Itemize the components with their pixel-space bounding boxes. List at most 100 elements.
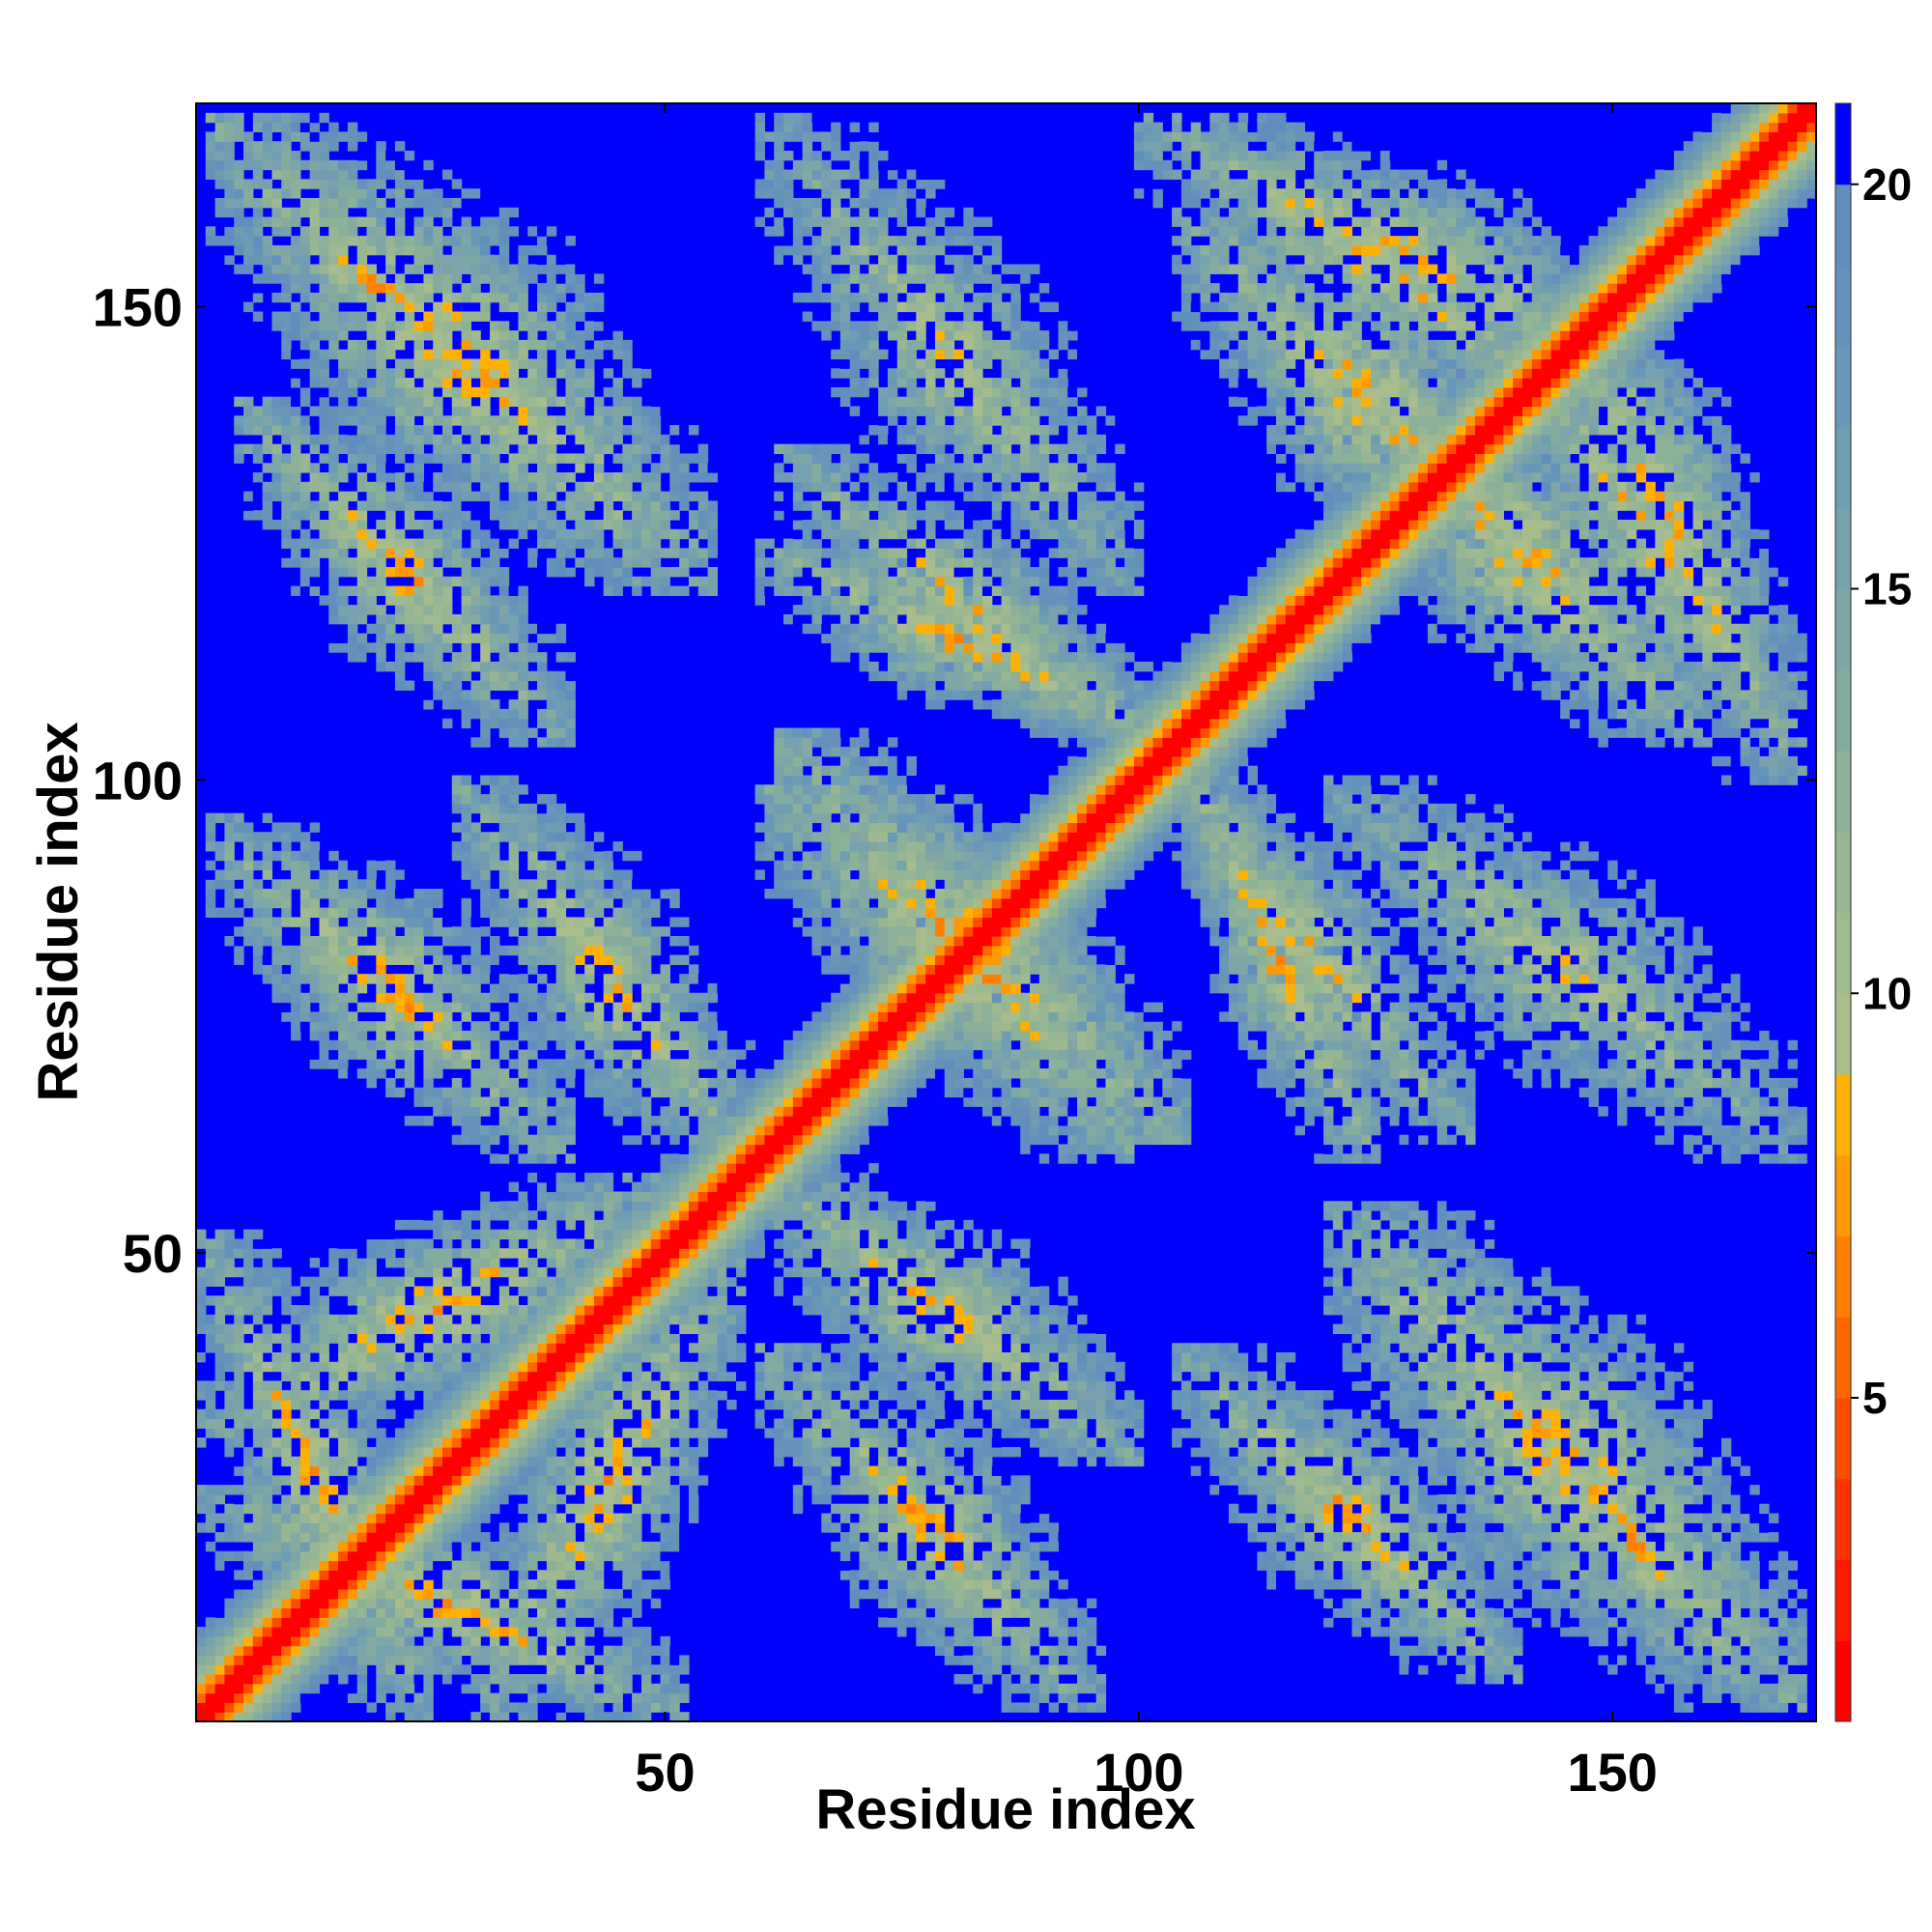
- heatmap-cell: [498, 339, 510, 351]
- heatmap-cell: [291, 1418, 301, 1429]
- heatmap-cell: [575, 528, 585, 540]
- heatmap-cell: [593, 1532, 605, 1543]
- heatmap-cell: [603, 1456, 614, 1467]
- heatmap-cell: [376, 1295, 386, 1306]
- heatmap-cell: [234, 1437, 244, 1448]
- heatmap-cell: [461, 850, 472, 862]
- heatmap-cell: [461, 1030, 472, 1041]
- heatmap-cell: [555, 633, 567, 643]
- heatmap-cell: [394, 1446, 406, 1458]
- heatmap-cell: [271, 889, 282, 899]
- heatmap-cell: [480, 273, 491, 284]
- heatmap-cell: [234, 131, 244, 142]
- heatmap-cell: [347, 860, 358, 871]
- heatmap-cell: [319, 613, 329, 625]
- heatmap-cell: [612, 869, 623, 880]
- heatmap-cell: [347, 1617, 358, 1628]
- heatmap-cell: [622, 889, 633, 899]
- heatmap-cell: [319, 321, 329, 331]
- heatmap-cell: [603, 1238, 614, 1249]
- heatmap-cell: [224, 1635, 235, 1647]
- heatmap-cell: [584, 964, 595, 975]
- heatmap-cell: [546, 472, 557, 483]
- heatmap-cell: [281, 1351, 292, 1363]
- heatmap-cell: [441, 1030, 453, 1041]
- heatmap-cell: [575, 1475, 585, 1486]
- heatmap-cell: [376, 1390, 386, 1401]
- heatmap-cell: [508, 1229, 520, 1240]
- heatmap-cell: [404, 917, 415, 927]
- heatmap-cell: [612, 1664, 623, 1675]
- heatmap-cell: [404, 500, 415, 511]
- heatmap-cell: [480, 301, 491, 313]
- heatmap-cell: [385, 1002, 396, 1012]
- heatmap-cell: [433, 236, 443, 246]
- heatmap-cell: [622, 1522, 633, 1533]
- heatmap-cell: [347, 1248, 358, 1259]
- heatmap-cell: [234, 1399, 244, 1410]
- heatmap-cell: [281, 1598, 292, 1609]
- heatmap-cell: [394, 406, 406, 416]
- heatmap-cell: [366, 500, 377, 511]
- heatmap-cell: [650, 1380, 662, 1391]
- heatmap-cell: [205, 150, 216, 161]
- heatmap-cell: [423, 1503, 434, 1515]
- heatmap-cell: [470, 850, 481, 862]
- heatmap-cell: [243, 1305, 254, 1316]
- heatmap-cell: [650, 1664, 662, 1675]
- heatmap-cell: [243, 226, 254, 237]
- heatmap-cell: [366, 1077, 377, 1089]
- heatmap-cell: [385, 1286, 396, 1296]
- heatmap-cell: [423, 1485, 434, 1495]
- heatmap-cell: [328, 992, 339, 1004]
- heatmap-cell: [508, 1541, 520, 1552]
- heatmap-cell: [518, 1570, 528, 1580]
- heatmap-cell: [527, 1645, 538, 1657]
- heatmap-cell: [291, 974, 301, 984]
- heatmap-cell: [356, 159, 368, 171]
- heatmap-cell: [640, 1418, 652, 1429]
- heatmap-cell: [603, 1550, 614, 1562]
- heatmap-cell: [650, 1522, 662, 1533]
- heatmap-cell: [584, 1219, 595, 1231]
- heatmap-cell: [309, 264, 321, 274]
- heatmap-cell: [385, 992, 396, 1004]
- heatmap-cell: [480, 1380, 491, 1391]
- heatmap-cell: [441, 1607, 453, 1618]
- heatmap-cell: [309, 236, 321, 246]
- heatmap-cell: [451, 982, 463, 994]
- heatmap-cell: [366, 623, 377, 635]
- heatmap-cell: [603, 1380, 614, 1391]
- heatmap-cell: [347, 869, 358, 880]
- heatmap-cell: [262, 1645, 273, 1657]
- heatmap-cell: [319, 425, 329, 436]
- heatmap-cell: [584, 1380, 595, 1391]
- heatmap-cell: [309, 330, 321, 341]
- heatmap-cell: [328, 974, 339, 984]
- heatmap-cell: [584, 386, 595, 398]
- heatmap-cell: [394, 1702, 406, 1713]
- heatmap-cell: [319, 974, 329, 984]
- heatmap-cell: [252, 283, 264, 294]
- heatmap-cell: [271, 982, 282, 994]
- heatmap-cell: [640, 1560, 652, 1571]
- heatmap-cell: [224, 1266, 235, 1278]
- heatmap-cell: [328, 378, 339, 388]
- heatmap-cell: [234, 1371, 244, 1381]
- heatmap-cell: [632, 1437, 642, 1448]
- heatmap-cell: [319, 1323, 329, 1334]
- heatmap-cell: [385, 1465, 396, 1476]
- heatmap-cell: [252, 1692, 264, 1704]
- heatmap-cell: [537, 301, 548, 313]
- heatmap-cell: [281, 907, 292, 918]
- heatmap-cell: [281, 528, 292, 540]
- heatmap-cell: [328, 1333, 339, 1344]
- heatmap-cell: [622, 538, 633, 549]
- heatmap-cell: [205, 1266, 216, 1278]
- heatmap-cell: [271, 1617, 282, 1628]
- heatmap-cell: [612, 406, 623, 416]
- heatmap-cell: [291, 425, 301, 436]
- heatmap-cell: [470, 510, 481, 521]
- heatmap-cell: [441, 1039, 453, 1051]
- heatmap-cell: [205, 1248, 216, 1259]
